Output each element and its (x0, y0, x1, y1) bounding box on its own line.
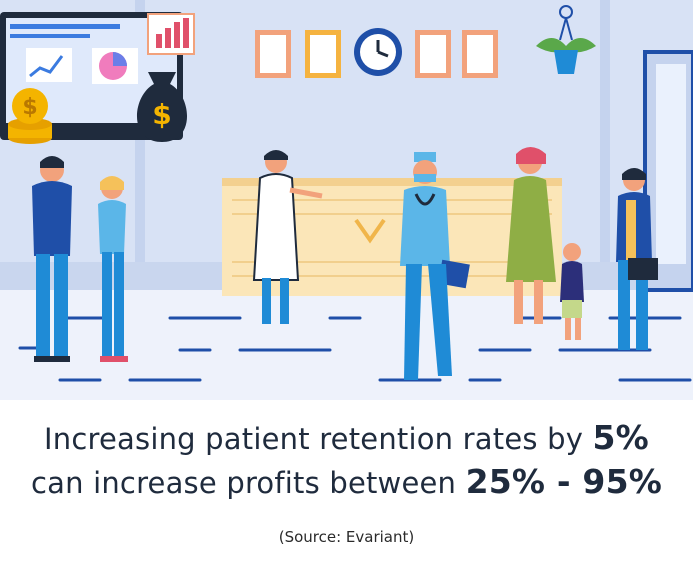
retention-rate-value: 5% (592, 418, 649, 457)
wall-frames (255, 30, 498, 78)
door-icon (643, 50, 693, 292)
headline-line-1-text: Increasing patient retention rates by (44, 422, 593, 456)
plant-icon (536, 5, 596, 74)
clinic-illustration: $ $ (0, 0, 693, 382)
patient-figures (32, 156, 128, 362)
svg-text:$: $ (22, 95, 37, 120)
clock-icon (354, 28, 402, 76)
nurse-figure (400, 152, 470, 380)
profit-range-value: 25% - 95% (465, 462, 663, 501)
svg-text:$: $ (152, 98, 171, 131)
bar-chart-icon (147, 13, 195, 55)
headline-line-1: Increasing patient retention rates by 5% (0, 418, 693, 457)
money-bag-icon: $ (136, 72, 188, 142)
mother-child-figures (506, 147, 584, 340)
headline-line-2-text: can increase profits between (30, 466, 466, 500)
source-note: (Source: Evariant) (278, 528, 415, 546)
coin-stack-icon: $ (8, 88, 52, 144)
headline-line-2: can increase profits between 25% - 95% (0, 462, 693, 501)
caption-panel: Increasing patient retention rates by 5%… (0, 400, 693, 570)
businessman-figure (616, 168, 658, 350)
doctor-figure (252, 150, 323, 324)
